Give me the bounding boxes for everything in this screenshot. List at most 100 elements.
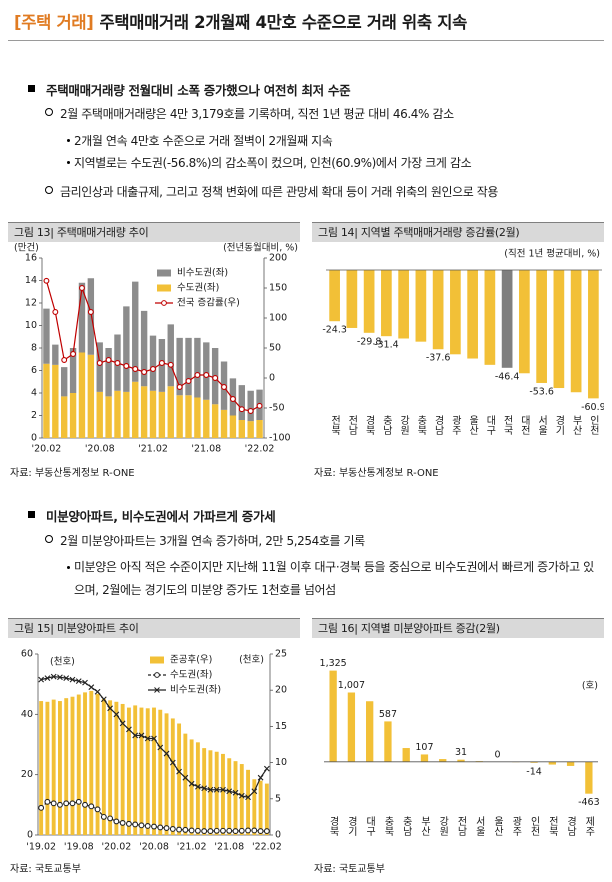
- x-tick-label: 전국: [501, 415, 513, 436]
- source-note: 자료: 국토교통부: [10, 864, 81, 875]
- x-tick-label: 울산: [467, 415, 479, 435]
- y2-tick-label: 5: [275, 793, 281, 804]
- y-tick-label: 60: [21, 649, 33, 660]
- bar: [140, 310, 148, 387]
- legend-label: 수도권(좌): [177, 282, 219, 294]
- line-marker: [141, 369, 148, 375]
- bar: [69, 348, 77, 393]
- x-tick-label: '21.08: [214, 842, 244, 853]
- value-label: 1,325: [320, 658, 347, 669]
- y2-tick-label: 0: [269, 373, 275, 384]
- line-marker: [100, 696, 107, 703]
- bar: [132, 381, 139, 438]
- x-tick-label: '21.08: [191, 444, 221, 455]
- bullet-marker: [45, 108, 53, 116]
- bar: [329, 270, 340, 322]
- x-tick-label: 전남: [346, 415, 358, 435]
- bar: [149, 390, 157, 438]
- bar: [78, 352, 86, 438]
- legend-marker: [154, 672, 160, 678]
- bar: [51, 699, 56, 835]
- line-marker: [238, 792, 245, 799]
- sub-bullet-marker: [67, 139, 70, 142]
- bar: [167, 386, 174, 438]
- line-marker: [132, 366, 139, 372]
- y-axis-label: (만건): [14, 243, 39, 254]
- line-marker: [176, 384, 183, 390]
- line-marker: [52, 309, 59, 315]
- bullet-marker: [45, 186, 53, 194]
- line-marker: [245, 827, 252, 834]
- y2-tick-label: -100: [269, 433, 291, 444]
- bar: [221, 753, 225, 835]
- legend-marker: [154, 687, 160, 693]
- line-marker: [257, 774, 264, 781]
- source-note: 자료: 국토교통부: [314, 864, 385, 875]
- line-marker: [247, 408, 254, 414]
- line-marker: [182, 826, 189, 833]
- x-tick-label: 경북: [363, 414, 375, 436]
- bar: [39, 701, 44, 835]
- line-marker: [38, 804, 45, 811]
- bar: [189, 739, 194, 835]
- bar: [123, 391, 130, 438]
- bar: [185, 395, 192, 438]
- bar: [123, 306, 130, 392]
- x-tick-label: '20.08: [85, 444, 115, 455]
- bar: [145, 708, 150, 835]
- chart-panel: 그림 16| 지역별 미분양아파트 증감(2월) (호) 경북 1,325 경기 1,00…: [312, 618, 604, 875]
- chart-panel: 그림 14| 지역별 주택매매거래량 증감률(2월) (직전 1년 평균대비, %…: [312, 222, 604, 479]
- subtitle: (직전 1년 평균대비, %): [504, 249, 600, 260]
- bar: [415, 270, 427, 342]
- y2-tick-label: 20: [275, 685, 287, 696]
- bar: [450, 270, 461, 355]
- x-tick-label: '19.08: [64, 842, 94, 853]
- line-marker: [203, 372, 210, 378]
- bar: [247, 421, 254, 438]
- line-marker: [201, 785, 208, 792]
- line-marker: [94, 806, 101, 813]
- bar: [126, 707, 131, 835]
- bar: [402, 748, 410, 762]
- line-marker: [138, 732, 145, 739]
- value-label: 107: [415, 742, 433, 753]
- line-marker: [75, 798, 82, 805]
- header-title: 주택매매거래 2개월째 4만호 수준으로 거래 위축 지속: [99, 13, 467, 32]
- bar: [258, 780, 263, 835]
- bar: [43, 308, 50, 364]
- line-marker: [188, 827, 195, 834]
- bar: [203, 399, 210, 438]
- x-tick-label: 경기: [553, 414, 565, 436]
- line-marker: [238, 406, 245, 413]
- bar: [457, 759, 465, 762]
- bar: [536, 270, 547, 383]
- bar: [439, 759, 447, 762]
- x-tick-label: 경남: [432, 414, 444, 435]
- x-tick-label: 충남: [380, 415, 392, 435]
- bar: [140, 386, 148, 438]
- line-marker: [107, 815, 114, 822]
- line-marker: [263, 828, 270, 835]
- line-marker: [263, 765, 270, 772]
- value-label: 1,007: [338, 680, 365, 691]
- line-marker: [257, 828, 264, 835]
- bar: [87, 278, 95, 355]
- line-marker: [113, 818, 120, 825]
- bar: [195, 742, 200, 835]
- bar: [329, 670, 337, 762]
- x-tick-label: 광주: [510, 816, 522, 837]
- value-label: -31.4: [374, 340, 399, 351]
- bar: [220, 409, 228, 438]
- bar: [164, 713, 169, 835]
- x-tick-label: '20.02: [32, 444, 62, 455]
- bar: [177, 723, 182, 835]
- bar: [519, 270, 530, 374]
- x-tick-label: 서울: [473, 816, 485, 836]
- value-label: -46.4: [495, 371, 520, 382]
- bar: [149, 335, 157, 391]
- line-marker: [158, 360, 165, 366]
- legend-label: 비수도권(좌): [177, 267, 228, 279]
- y-tick-label: 8: [31, 343, 37, 354]
- bar: [52, 364, 59, 438]
- bar: [194, 337, 201, 398]
